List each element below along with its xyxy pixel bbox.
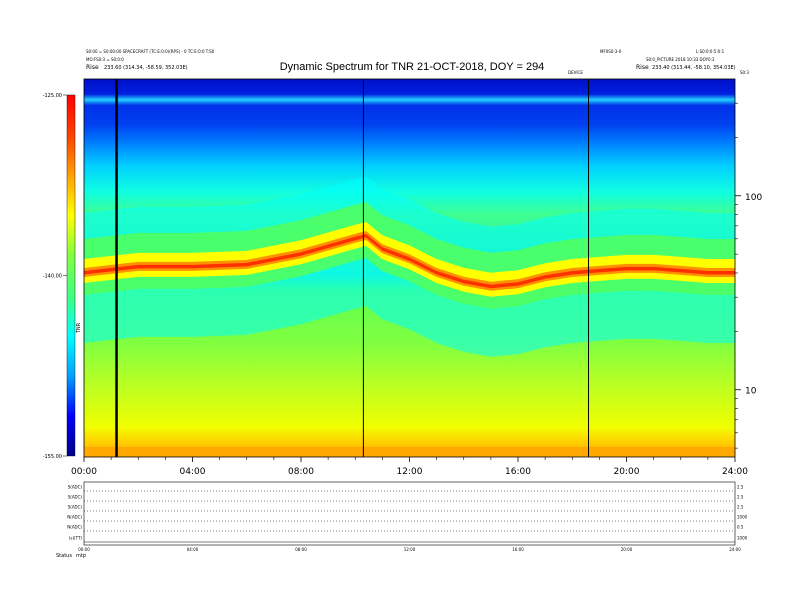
chart-title: Dynamic Spectrum for TNR 21-OCT-2018, DO…: [280, 61, 545, 73]
heatmap: [84, 79, 735, 457]
bottom-panel-x-axis: 00:00 04:00 08:00 12:00 16:00 20:00 24:00: [78, 547, 741, 552]
bottom-panel-frame: [83, 481, 736, 546]
x-tick-label: 00:00: [71, 467, 97, 477]
bottom-row-label: S(ADC): [68, 485, 83, 490]
bottom-x-tick-label: 16:00: [512, 547, 524, 552]
marker-lines: [115, 79, 590, 457]
bottom-row-right-label: 2.5: [737, 505, 744, 510]
bottom-row-right-label: 1000: [737, 536, 748, 541]
bottom-footer-value: mtp: [76, 553, 86, 559]
x-tick-label: 04:00: [180, 467, 206, 477]
bottom-row-right-label: 2.5: [737, 495, 744, 500]
bottom-x-tick-label: 24:00: [729, 547, 741, 552]
y-tick-label: 100: [745, 193, 762, 203]
bottom-row-label: (s)(TT): [69, 536, 83, 541]
bottom-row-label: S(ADC): [68, 505, 83, 510]
colorbar-ticks: -125.00 -140.00 -155.00: [43, 93, 67, 460]
x-tick-label: 24:00: [722, 467, 748, 477]
x-tick-label: 16:00: [505, 467, 531, 477]
x-tick-label: 08:00: [288, 467, 314, 477]
header-left-line3-value: 233.60 (314.34, -58.59, 352.03E): [104, 65, 188, 71]
y-tick-label: 10: [745, 387, 757, 397]
header-left-line2: MO:FS0:3 = S0:0:0: [86, 57, 124, 62]
header-right-line3-label: Rise: [636, 64, 649, 71]
bottom-x-tick-label: 20:00: [621, 547, 633, 552]
bottom-footer-label: Status: [56, 553, 72, 559]
colorbar-tick-label: -125.00: [43, 93, 62, 99]
x-axis: 00:00 04:00 08:00 12:00 16:00 20:00 24:00: [71, 457, 748, 477]
heatmap-bottom-orange-strip: [84, 447, 735, 457]
header-left-line3-label: Rise: [86, 64, 99, 71]
bottom-panel: S(ADC) 2.5 S(ADC) 2.5 S(ADC) 2.5 N(ADC) 1000 N(A…: [56, 481, 748, 559]
bottom-row-right-label: 0.5: [737, 525, 744, 530]
header-corner-small: S0:3: [740, 70, 749, 75]
bottom-x-tick-label: 00:00: [78, 547, 90, 552]
x-tick-label: 12:00: [397, 467, 423, 477]
y-axis: 10 100: [735, 102, 762, 449]
bottom-row-label: S(ADC): [68, 495, 83, 500]
colorbar-label: TNR: [76, 322, 82, 334]
x-tick-label: 20:00: [614, 467, 640, 477]
bottom-row-label: N(ADC): [67, 525, 82, 530]
bottom-row-right-label: 1000: [737, 515, 748, 520]
colorbar-tick-label: -155.00: [43, 454, 62, 460]
bottom-x-tick-label: 12:00: [404, 547, 416, 552]
bottom-row-right-label: 2.5: [737, 485, 744, 490]
header-center-small: DEVICE: [568, 70, 583, 75]
bottom-row-label: N(ADC): [67, 515, 82, 520]
colorbar-tick-label: -140.00: [43, 274, 62, 280]
colorbar: [66, 94, 76, 457]
header-right-line2: S0:0_PICTURE 2018 10:33 DOY0:3: [646, 57, 715, 62]
header-right-line3-value: 233.40 (313.44, -58.10, 354.03E): [652, 65, 736, 71]
header-right-top2: L:S0:0:0:5:0:1: [696, 49, 725, 54]
bottom-x-tick-label: 04:00: [187, 547, 199, 552]
header-right-top1: MF0S0:3-0: [600, 49, 622, 54]
header-left-line1: S0:00 = S0:00:00 SPACECRAFT (TC:E:0:0)(R…: [86, 49, 215, 54]
bottom-x-tick-label: 08:00: [295, 547, 307, 552]
bottom-panel-rows: S(ADC) 2.5 S(ADC) 2.5 S(ADC) 2.5 N(ADC) 1000 N(A…: [67, 485, 748, 543]
